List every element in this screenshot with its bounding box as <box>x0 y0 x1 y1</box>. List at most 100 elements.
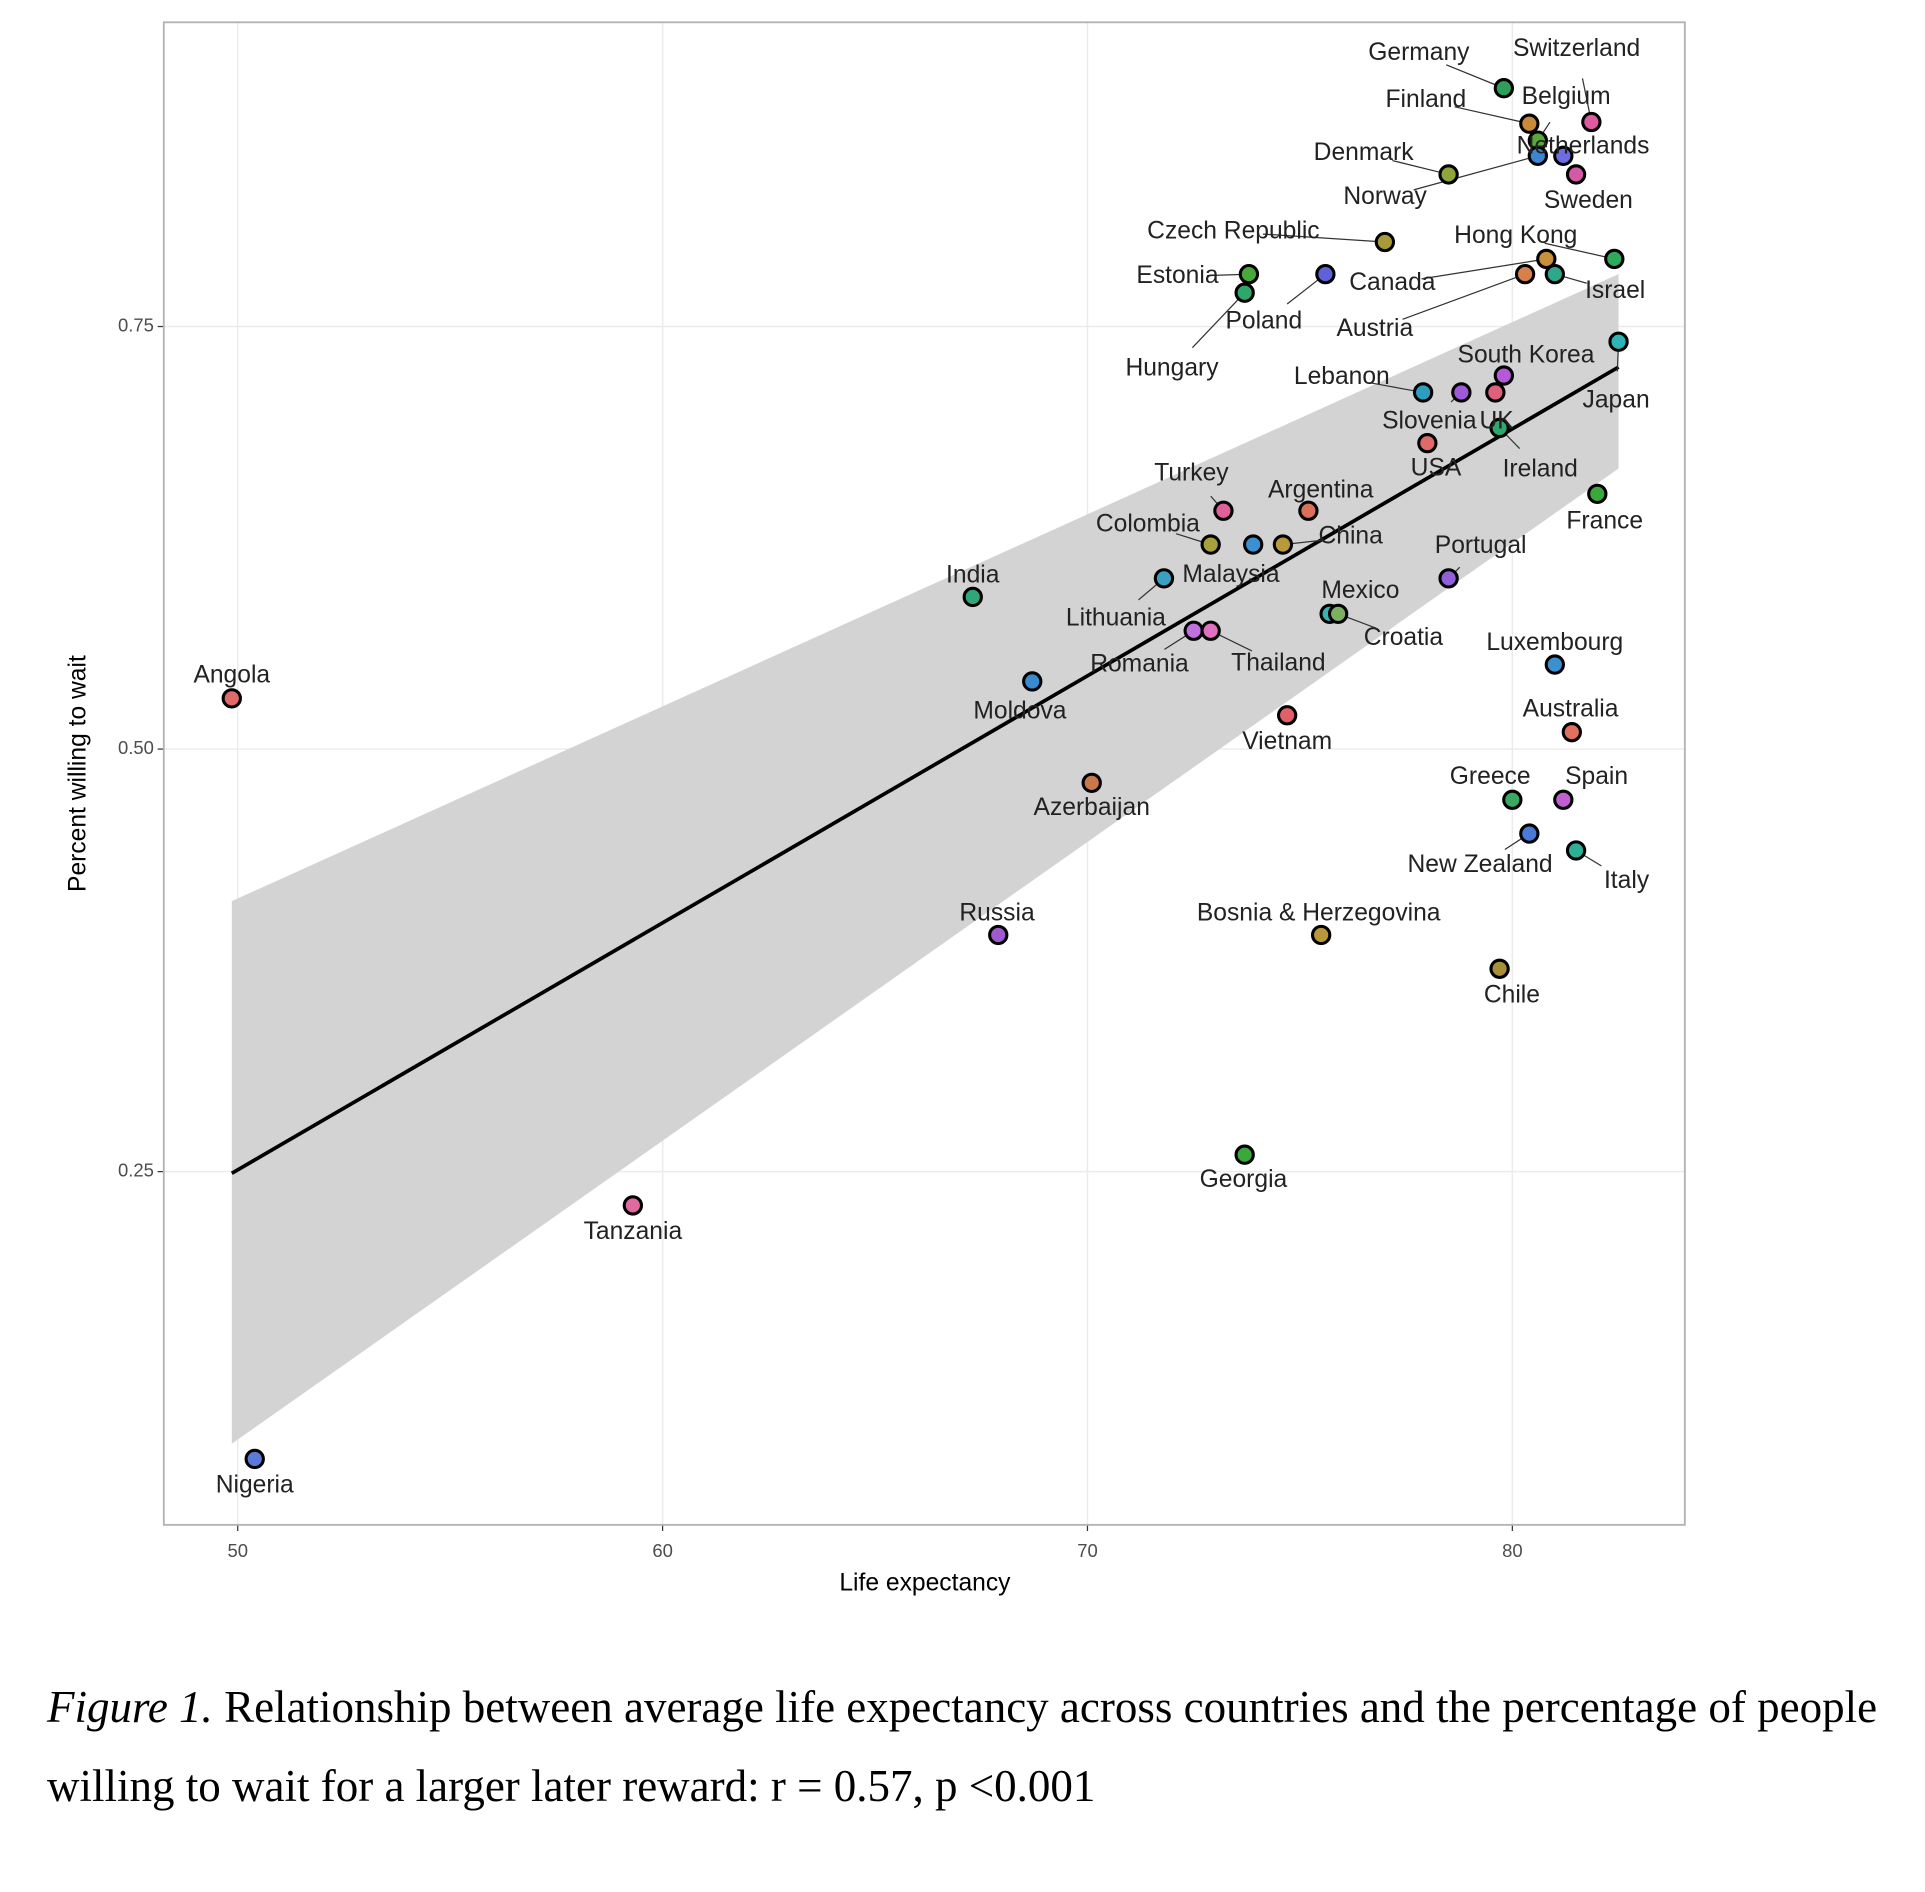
point <box>1544 654 1565 675</box>
point <box>1485 382 1506 403</box>
panel-border <box>162 21 1686 1526</box>
leader-line <box>1581 78 1591 113</box>
point <box>1553 789 1574 810</box>
x-tick-label: 50 <box>227 1540 248 1561</box>
point-label: Slovenia <box>1382 408 1477 435</box>
point <box>1234 1144 1255 1165</box>
point <box>1493 78 1515 99</box>
leader-line <box>1504 838 1522 851</box>
leader-line <box>1392 159 1440 173</box>
point-label: Mexico <box>1321 577 1399 604</box>
point-label: Hungary <box>1125 355 1219 382</box>
point <box>1243 534 1264 555</box>
x-tick-label: 60 <box>652 1540 673 1561</box>
point <box>1276 705 1298 726</box>
caption-label: Figure 1. <box>47 1682 213 1732</box>
point-label: Argentina <box>1268 477 1374 504</box>
point-label: Italy <box>1604 867 1650 894</box>
leader-line <box>1506 434 1521 450</box>
point <box>962 586 983 608</box>
leader-line <box>1564 276 1587 284</box>
point <box>1565 164 1587 185</box>
point-label: Bosnia & Herzegovina <box>1197 900 1441 927</box>
point <box>221 688 242 709</box>
point-label: Lithuania <box>1066 605 1166 632</box>
point-label: Lebanon <box>1294 363 1390 390</box>
point <box>1604 248 1625 270</box>
point-label: Canada <box>1349 269 1436 296</box>
y-axis-title: Percent willing to wait <box>64 655 91 892</box>
point <box>1527 145 1548 166</box>
leader-line <box>1138 584 1157 601</box>
y-tick-label: 0.25 <box>118 1159 154 1180</box>
point-label: Germany <box>1368 39 1470 66</box>
point <box>1553 145 1574 166</box>
point-label: Greece <box>1450 763 1531 790</box>
point-label: India <box>946 562 1000 589</box>
point-label: Czech Republic <box>1147 218 1319 245</box>
point-label: Georgia <box>1200 1166 1288 1193</box>
point <box>1581 111 1602 133</box>
point <box>988 924 1009 946</box>
point-label: Russia <box>959 900 1035 927</box>
point <box>1374 231 1396 253</box>
leader-line <box>1219 634 1253 652</box>
point-label: Poland <box>1225 308 1302 335</box>
point <box>1489 958 1510 979</box>
point-label: Tanzania <box>584 1218 683 1245</box>
point-label: Finland <box>1385 86 1466 113</box>
point <box>1438 164 1459 185</box>
point-label: Denmark <box>1314 139 1415 166</box>
point <box>244 1448 265 1470</box>
leader-line <box>1175 533 1202 543</box>
y-tick-label: 0.50 <box>118 737 154 758</box>
point <box>1315 263 1336 285</box>
point-label: Japan <box>1583 386 1650 413</box>
point-label: Azerbaijan <box>1034 794 1150 821</box>
point-label: Hong Kong <box>1454 222 1577 249</box>
point <box>1587 483 1608 505</box>
point-label: Romania <box>1090 651 1189 678</box>
leader-line <box>1450 398 1455 403</box>
point-label: Belgium <box>1522 83 1611 110</box>
point <box>1022 671 1043 692</box>
point <box>1417 432 1438 454</box>
point <box>1438 568 1459 589</box>
point <box>1183 620 1204 641</box>
point-label: Colombia <box>1096 510 1200 537</box>
y-tick-label: 0.75 <box>118 314 154 335</box>
point <box>1544 263 1565 285</box>
point <box>1519 113 1540 134</box>
point-label: USA <box>1411 455 1462 482</box>
leader-line <box>1370 382 1414 392</box>
point <box>1081 772 1102 794</box>
point-label: Turkey <box>1154 459 1229 486</box>
leader-line <box>1413 157 1529 191</box>
point <box>1153 568 1175 589</box>
point-label: Luxembourg <box>1486 629 1623 656</box>
leader-line <box>1210 495 1218 504</box>
point-label: South Korea <box>1458 341 1595 368</box>
point-label: France <box>1566 508 1643 535</box>
point-label: Portugal <box>1435 532 1527 559</box>
point <box>1310 924 1332 946</box>
point <box>1200 620 1221 641</box>
point <box>1234 282 1255 303</box>
leader-line <box>1455 566 1461 572</box>
leader-line <box>1584 855 1602 867</box>
point-label: Norway <box>1343 183 1427 210</box>
point <box>1213 500 1234 521</box>
point <box>1502 789 1523 810</box>
point-label: Spain <box>1565 763 1628 790</box>
point <box>1565 840 1587 861</box>
leader-line <box>1402 276 1517 320</box>
point-label: UK <box>1479 408 1514 435</box>
x-tick-label: 80 <box>1502 1540 1523 1561</box>
point <box>1561 722 1582 743</box>
caption: Figure 1. Relationship between average l… <box>47 1668 1907 1826</box>
point <box>1238 263 1260 285</box>
point-label: Australia <box>1523 695 1619 722</box>
leader-line <box>1544 242 1605 258</box>
leader-line <box>1347 616 1376 629</box>
point-label: Malaysia <box>1182 561 1279 588</box>
